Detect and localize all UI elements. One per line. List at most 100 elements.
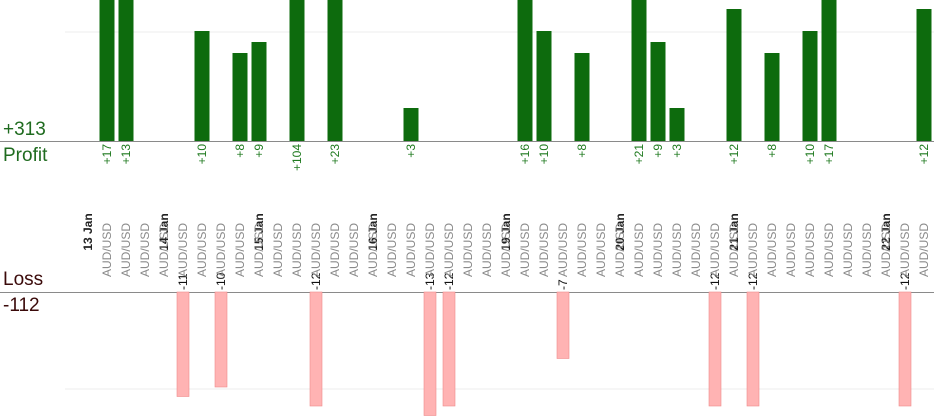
category-label: AUD/USD xyxy=(309,223,323,277)
profit-value-label: +10 xyxy=(195,144,209,165)
profit-bar xyxy=(289,0,305,141)
category-label: AUD/USD xyxy=(613,223,627,277)
category-label: AUD/USD xyxy=(119,223,133,277)
profit-bar xyxy=(251,42,267,141)
loss-bar xyxy=(309,291,323,407)
profit-value-label: +12 xyxy=(917,144,931,165)
date-label: 21 Jan xyxy=(727,213,741,250)
profit-value-label: +8 xyxy=(233,144,247,158)
date-label: 13 Jan xyxy=(81,213,95,250)
category-label: AUD/USD xyxy=(879,223,893,277)
loss-bar xyxy=(708,291,722,407)
category-label: AUD/USD xyxy=(271,223,285,277)
loss-value-label: -13 xyxy=(423,272,437,290)
category-label: AUD/USD xyxy=(746,223,760,277)
loss-bar xyxy=(442,291,456,407)
category-label: AUD/USD xyxy=(689,223,703,277)
profit-bar xyxy=(631,0,647,141)
category-label: AUD/USD xyxy=(708,223,722,277)
profit-value-label: +8 xyxy=(765,144,779,158)
category-label: AUD/USD xyxy=(765,223,779,277)
profit-value-label: +10 xyxy=(803,144,817,165)
loss-bar xyxy=(746,291,760,407)
loss-total: -112 xyxy=(3,295,40,316)
category-label: AUD/USD xyxy=(366,223,380,277)
profit-value-label: +13 xyxy=(119,144,133,165)
category-label: AUD/USD xyxy=(176,223,190,277)
category-label: AUD/USD xyxy=(860,223,874,277)
loss-value-label: -7 xyxy=(556,279,570,290)
category-label: AUD/USD xyxy=(100,223,114,277)
loss-value-label: -12 xyxy=(746,272,760,290)
profit-bar xyxy=(327,0,343,141)
profit-bar xyxy=(916,9,932,141)
category-label: AUD/USD xyxy=(214,223,228,277)
loss-bar xyxy=(556,291,570,359)
category-label: AUD/USD xyxy=(461,223,475,277)
category-label: AUD/USD xyxy=(442,223,456,277)
profit-bar xyxy=(232,53,248,141)
profit-bar xyxy=(821,0,837,141)
profit-bar xyxy=(764,53,780,141)
profit-value-label: +8 xyxy=(575,144,589,158)
category-label: AUD/USD xyxy=(632,223,646,277)
profit-label: Profit xyxy=(3,145,48,166)
date-label: 14 Jan xyxy=(157,213,171,250)
profit-bar xyxy=(99,0,115,141)
category-label: AUD/USD xyxy=(385,223,399,277)
profit-bar xyxy=(403,108,419,141)
profit-value-label: +9 xyxy=(252,144,266,158)
profit-bar xyxy=(650,42,666,141)
date-label: 20 Jan xyxy=(613,213,627,250)
profit-value-label: +3 xyxy=(404,144,418,158)
profit-bar xyxy=(802,31,818,141)
profit-bar xyxy=(118,0,134,141)
profit-value-label: +17 xyxy=(822,144,836,165)
category-label: AUD/USD xyxy=(727,223,741,277)
category-label: AUD/USD xyxy=(480,223,494,277)
date-label: 22 Jan xyxy=(879,213,893,250)
category-label: AUD/USD xyxy=(347,223,361,277)
date-label: 16 Jan xyxy=(366,213,380,250)
category-label: AUD/USD xyxy=(518,223,532,277)
profit-bar xyxy=(517,0,533,141)
category-label: AUD/USD xyxy=(290,223,304,277)
category-label: AUD/USD xyxy=(670,223,684,277)
category-label: AUD/USD xyxy=(537,223,551,277)
loss-label: Loss xyxy=(3,269,44,290)
loss-bar xyxy=(423,291,437,416)
profit-value-label: +12 xyxy=(727,144,741,165)
profit-value-label: +10 xyxy=(537,144,551,165)
category-label: AUD/USD xyxy=(233,223,247,277)
category-label: AUD/USD xyxy=(328,223,342,277)
category-label: AUD/USD xyxy=(822,223,836,277)
category-label: AUD/USD xyxy=(157,223,171,277)
loss-value-label: -12 xyxy=(898,272,912,290)
profit-value-label: +16 xyxy=(518,144,532,165)
profit-value-label: +17 xyxy=(100,144,114,165)
category-label: AUD/USD xyxy=(898,223,912,277)
profit-value-label: +104 xyxy=(290,144,304,171)
loss-value-label: -10 xyxy=(214,272,228,290)
category-label: AUD/USD xyxy=(841,223,855,277)
category-label: AUD/USD xyxy=(556,223,570,277)
category-label: AUD/USD xyxy=(195,223,209,277)
date-label: 15 Jan xyxy=(252,213,266,250)
category-label: AUD/USD xyxy=(252,223,266,277)
loss-value-label: -11 xyxy=(176,273,190,290)
category-label: AUD/USD xyxy=(404,223,418,277)
date-label: 19 Jan xyxy=(499,213,513,250)
category-label: AUD/USD xyxy=(917,223,931,277)
loss-value-label: -12 xyxy=(708,272,722,290)
profit-value-label: +21 xyxy=(632,144,646,165)
profit-value-label: +9 xyxy=(651,144,665,158)
profit-total: +313 xyxy=(3,119,46,140)
category-label: AUD/USD xyxy=(138,223,152,277)
category-label: AUD/USD xyxy=(651,223,665,277)
profit-bar xyxy=(574,53,590,141)
category-label: AUD/USD xyxy=(423,223,437,277)
category-label: AUD/USD xyxy=(803,223,817,277)
profit-bar xyxy=(194,31,210,141)
profit-value-label: +3 xyxy=(670,144,684,158)
